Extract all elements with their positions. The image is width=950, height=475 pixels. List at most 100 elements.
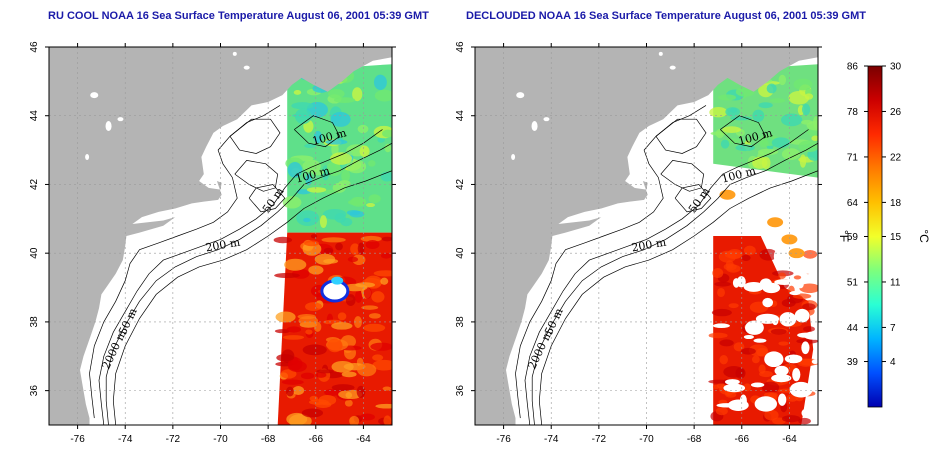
- sst-patch: [382, 129, 392, 138]
- cloud-mask: [774, 365, 789, 376]
- sst-patch: [345, 294, 356, 306]
- land-mass: [49, 47, 392, 425]
- fahrenheit-tick-label: 44: [847, 323, 859, 334]
- sst-patch: [309, 395, 319, 402]
- x-tick-label: -70: [213, 434, 228, 445]
- lake: [543, 117, 550, 122]
- sst-patch: [368, 194, 381, 204]
- x-tick-label: -74: [544, 434, 559, 445]
- lake: [105, 121, 112, 132]
- sst-patch: [315, 372, 327, 378]
- sst-patch: [345, 392, 353, 399]
- sst-patch: [798, 140, 818, 153]
- sst-patch: [708, 379, 729, 384]
- depth-contour: [248, 184, 286, 213]
- sst-patch: [298, 315, 318, 326]
- cloud-mask: [736, 276, 746, 288]
- sst-patch: [804, 93, 814, 100]
- sst-patch: [752, 109, 765, 122]
- map-title-right: DECLOUDED NOAA 16 Sea Surface Temperatur…: [466, 10, 866, 22]
- celsius-tick-label: 26: [890, 107, 902, 118]
- sst-patch: [729, 108, 738, 113]
- contour-label: 200 m: [204, 235, 241, 254]
- lake: [85, 153, 90, 160]
- y-tick-label: 46: [455, 41, 466, 53]
- sst-patch: [325, 139, 348, 145]
- sst-patch: [384, 143, 392, 153]
- sst-patch: [365, 240, 380, 250]
- depth-contour: [234, 160, 279, 192]
- cloud-mask: [727, 170, 818, 233]
- sst-patch: [368, 160, 376, 167]
- cloud-mask: [743, 334, 754, 340]
- depth-contour: [720, 115, 767, 148]
- sst-patch: [371, 291, 385, 303]
- celsius-tick-label: 11: [890, 277, 901, 288]
- depth-contour: [524, 129, 809, 425]
- celsius-tick-label: 4: [890, 357, 896, 368]
- fahrenheit-tick-label: 78: [847, 107, 859, 118]
- celsius-unit: °C: [917, 229, 931, 243]
- sst-patch: [372, 354, 384, 361]
- sst-patch: [346, 159, 367, 174]
- sst-patch: [812, 116, 818, 129]
- sst-patch: [741, 254, 751, 262]
- sst-patch: [330, 152, 352, 165]
- sst-patch: [327, 338, 343, 353]
- sst-patch: [725, 391, 737, 398]
- sst-patch: [771, 137, 791, 148]
- sst-patch: [357, 242, 365, 255]
- sst-patch: [361, 305, 379, 310]
- sst-patch: [720, 139, 730, 149]
- sst-patch: [305, 174, 312, 186]
- sst-patch: [331, 360, 354, 373]
- sst-patch: [781, 415, 801, 423]
- depth-contour: [655, 118, 707, 154]
- sst-patch: [798, 417, 811, 425]
- x-tick-label: -70: [639, 434, 654, 445]
- sst-patch: [363, 323, 386, 332]
- sst-patch: [735, 144, 755, 152]
- cloud-mask: [779, 312, 797, 327]
- depth-contour: [112, 170, 392, 425]
- sst-patch: [801, 119, 813, 125]
- celsius-tick-label: 18: [890, 198, 902, 209]
- sst-patch: [719, 355, 728, 365]
- cloud-mask: [801, 341, 810, 355]
- y-tick-label: 42: [29, 178, 40, 190]
- sst-patch: [757, 148, 779, 156]
- depth-contour: [538, 170, 818, 425]
- bathymetry-contours: [515, 105, 818, 425]
- sst-patch: [370, 342, 392, 351]
- sst-patch: [711, 308, 732, 317]
- sst-patch: [318, 395, 337, 406]
- sst-patch: [349, 415, 360, 425]
- celsius-tick-label: 22: [890, 152, 902, 163]
- sst-patch: [302, 344, 327, 356]
- sst-patch: [359, 413, 375, 421]
- sst-patch: [717, 287, 725, 298]
- cloud-edge: [331, 276, 344, 285]
- sst-patch: [341, 169, 350, 183]
- sst-patch: [286, 326, 302, 333]
- sst-patch: [326, 161, 343, 177]
- cloud-mask: [811, 359, 818, 365]
- sst-patch: [801, 103, 811, 116]
- fahrenheit-tick-label: 39: [847, 357, 859, 368]
- sst-patch: [286, 386, 294, 397]
- sst-patch: [722, 126, 741, 133]
- sst-patch: [799, 154, 807, 168]
- sst-patch: [288, 360, 307, 372]
- lake: [516, 92, 525, 99]
- sst-patch: [354, 290, 363, 303]
- sst-patch: [770, 328, 787, 335]
- sst-patch: [311, 169, 324, 176]
- depth-contour: [660, 160, 705, 192]
- sst-patch: [295, 108, 312, 125]
- x-tick-label: -68: [687, 434, 702, 445]
- sst-patch: [714, 281, 731, 287]
